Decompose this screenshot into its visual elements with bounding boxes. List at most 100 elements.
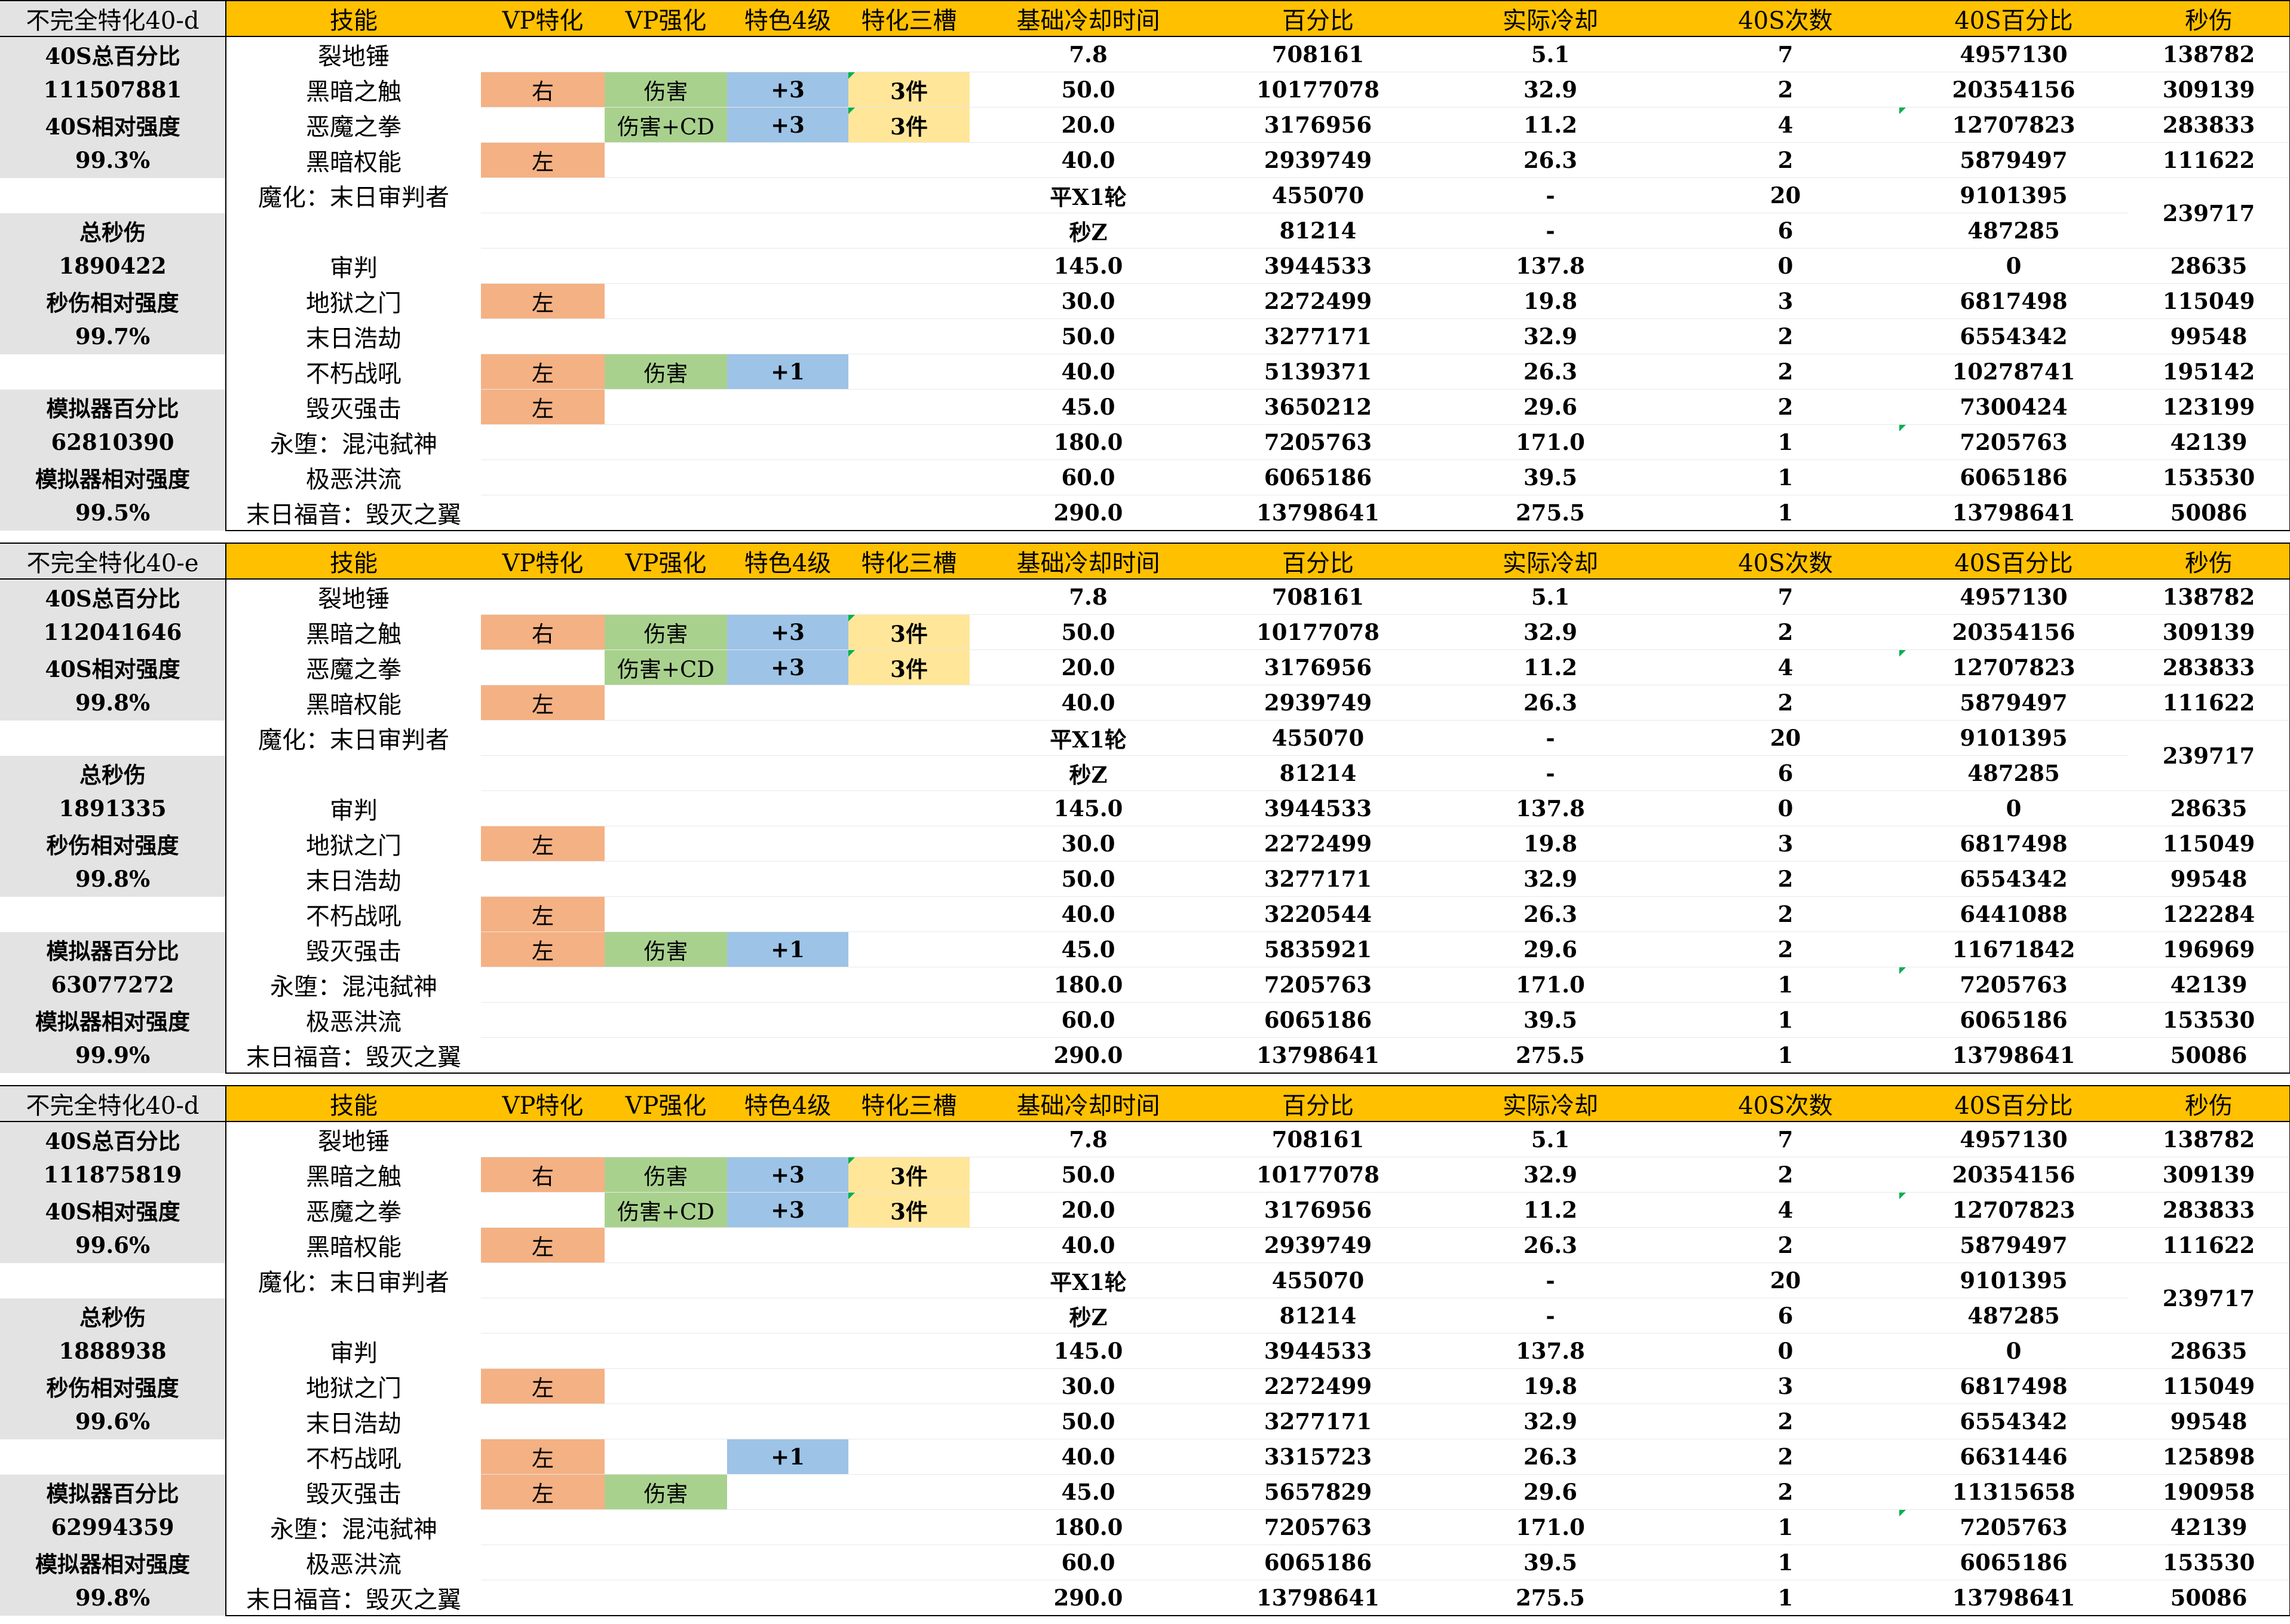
feature-lv4-cell (727, 1002, 848, 1038)
base-cooldown-cell: 145.0 (970, 248, 1207, 284)
column-header: VP强化 (605, 0, 727, 37)
skill-name-cell: 魔化：末日审判者 (225, 1263, 481, 1298)
percent-40s-cell: 9101395 (1899, 1263, 2128, 1298)
summary-cell: 99.9% (0, 1037, 226, 1073)
skill-name-cell: 末日福音：毁灭之翼 (225, 495, 481, 531)
vp-enhance-cell: 伤害+CD (605, 107, 727, 143)
actual-cooldown-cell: 11.2 (1429, 1192, 1672, 1228)
table-row: 40S总百分比 裂地锤 7.8 708161 5.1 7 4957130 138782 (0, 36, 2290, 72)
feature-lv4-cell: +3 (727, 1157, 848, 1193)
skill-name-cell: 末日福音：毁灭之翼 (225, 1580, 481, 1616)
vp-side-cell: 右 (481, 1157, 605, 1193)
percent-40s-cell: 0 (1899, 790, 2128, 826)
actual-cooldown-cell: 32.9 (1429, 318, 1672, 354)
count-40s-cell: 0 (1672, 790, 1899, 826)
vp-enhance-cell (605, 1580, 727, 1616)
column-header: 技能 (225, 1085, 481, 1122)
feature-lv4-cell (727, 1580, 848, 1616)
column-header: 技能 (225, 543, 481, 580)
feature-lv4-cell (727, 1227, 848, 1263)
percent-cell: 455070 (1207, 1263, 1429, 1298)
base-cooldown-cell: 50.0 (970, 861, 1207, 897)
table-row: 模拟器相对强度 极恶洪流 60.0 6065186 39.5 1 6065186 153530 (0, 459, 2290, 495)
vp-side-cell (481, 495, 605, 531)
dps-cell: 309139 (2128, 72, 2290, 108)
percent-40s-cell: 6554342 (1899, 318, 2128, 354)
feature-lv4-cell (727, 1474, 848, 1510)
feature-lv4-cell (727, 967, 848, 1003)
summary-cell (0, 720, 226, 756)
count-40s-cell: 2 (1672, 1474, 1899, 1510)
vp-side-cell (481, 459, 605, 495)
percent-cell: 455070 (1207, 720, 1429, 756)
feature-lv4-cell: +1 (727, 931, 848, 967)
vp-enhance-cell (605, 896, 727, 932)
slot3-cell (848, 1037, 970, 1074)
summary-cell: 40S相对强度 (0, 107, 226, 143)
base-cooldown-cell: 60.0 (970, 459, 1207, 495)
slot3-cell (848, 354, 970, 390)
percent-40s-cell: 12707823 (1899, 107, 2128, 143)
count-40s-cell: 6 (1672, 755, 1899, 791)
percent-cell: 81214 (1207, 1298, 1429, 1334)
vp-enhance-cell (605, 1298, 727, 1334)
table-row: 模拟器百分比 毁灭强击左 45.0 3650212 29.6 2 7300424 123199 (0, 389, 2290, 425)
dps-cell: 283833 (2128, 649, 2290, 685)
skill-name-cell: 黑暗权能 (225, 685, 481, 721)
vp-enhance-cell (605, 578, 727, 615)
table-row: 40S总百分比 裂地锤 7.8 708161 5.1 7 4957130 138782 (0, 1121, 2290, 1157)
slot3-cell (848, 1263, 970, 1298)
percent-40s-cell: 20354156 (1899, 1157, 2128, 1193)
feature-lv4-cell (727, 578, 848, 615)
dps-cell: 42139 (2128, 1509, 2290, 1545)
percent-40s-cell: 9101395 (1899, 177, 2128, 213)
count-40s-cell: 6 (1672, 1298, 1899, 1334)
base-cooldown-cell: 平X1轮 (970, 177, 1207, 213)
actual-cooldown-cell: 137.8 (1429, 790, 1672, 826)
dps-cell: 50086 (2128, 495, 2290, 531)
vp-side-cell (481, 1404, 605, 1439)
dps-cell: 195142 (2128, 354, 2290, 390)
percent-40s-cell: 6554342 (1899, 1404, 2128, 1439)
skill-name-cell: 魔化：末日审判者 (225, 720, 481, 756)
vp-side-cell (481, 1580, 605, 1616)
percent-cell: 3650212 (1207, 389, 1429, 425)
base-cooldown-cell: 45.0 (970, 389, 1207, 425)
actual-cooldown-cell: 5.1 (1429, 578, 1672, 615)
percent-cell: 6065186 (1207, 459, 1429, 495)
count-40s-cell: 20 (1672, 720, 1899, 756)
block-title: 不完全特化40-e (0, 543, 226, 580)
table-row: 不朽战吼左 +1 40.0 3315723 26.3 2 6631446 125898 (0, 1439, 2290, 1475)
summary-cell: 模拟器相对强度 (0, 1002, 226, 1038)
vp-enhance-cell (605, 1002, 727, 1038)
base-cooldown-cell: 40.0 (970, 685, 1207, 721)
table-row: 62810390 永堕：混沌弑神 180.0 7205763 171.0 1 7205763… (0, 424, 2290, 460)
percent-40s-cell: 6065186 (1899, 459, 2128, 495)
count-40s-cell: 3 (1672, 1368, 1899, 1404)
column-header: 百分比 (1207, 543, 1429, 580)
percent-40s-cell: 0 (1899, 1333, 2128, 1369)
base-cooldown-cell: 50.0 (970, 1404, 1207, 1439)
feature-lv4-cell (727, 424, 848, 460)
percent-40s-cell: 487285 (1899, 1298, 2128, 1334)
vp-enhance-cell (605, 1509, 727, 1545)
slot3-cell (848, 1509, 970, 1545)
percent-cell: 6065186 (1207, 1002, 1429, 1038)
column-header: 秒伤 (2128, 543, 2290, 580)
summary-cell: 模拟器百分比 (0, 931, 226, 967)
count-40s-cell: 1 (1672, 424, 1899, 460)
summary-cell (0, 1263, 226, 1298)
actual-cooldown-cell: 29.6 (1429, 389, 1672, 425)
slot3-cell (848, 1121, 970, 1157)
percent-cell: 2939749 (1207, 1227, 1429, 1263)
table-row: 62994359 永堕：混沌弑神 180.0 7205763 171.0 1 7205763… (0, 1509, 2290, 1545)
percent-40s-cell: 6817498 (1899, 283, 2128, 319)
skill-name-cell: 末日浩劫 (225, 318, 481, 354)
slot3-cell (848, 861, 970, 897)
dps-cell: 115049 (2128, 826, 2290, 862)
count-40s-cell: 20 (1672, 177, 1899, 213)
summary-cell: 模拟器相对强度 (0, 1545, 226, 1580)
summary-cell: 99.6% (0, 1227, 226, 1263)
percent-cell: 5835921 (1207, 931, 1429, 967)
column-header: 实际冷却 (1429, 543, 1672, 580)
